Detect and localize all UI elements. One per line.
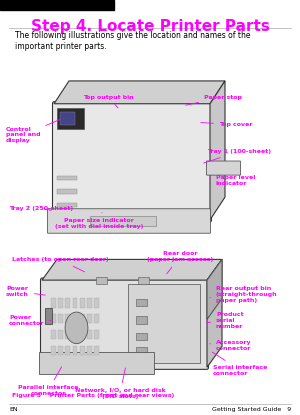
FancyBboxPatch shape (206, 161, 241, 175)
Text: Accessory
connector: Accessory connector (210, 340, 252, 351)
Bar (65, 330, 70, 339)
Bar (60, 112, 75, 124)
Polygon shape (207, 259, 222, 367)
FancyBboxPatch shape (52, 102, 212, 222)
Bar (80, 346, 85, 355)
Bar (57, 189, 76, 194)
Bar (136, 316, 148, 324)
Bar (80, 298, 85, 308)
Bar (87, 330, 92, 339)
Circle shape (65, 312, 88, 344)
Bar (128, 284, 200, 363)
Text: Product
serial
number: Product serial number (207, 312, 244, 329)
Text: Paper level
indicator: Paper level indicator (210, 175, 255, 186)
Bar (58, 346, 63, 355)
Bar (51, 346, 56, 355)
Bar (58, 330, 63, 339)
Bar (94, 330, 99, 339)
Bar (80, 314, 85, 323)
Bar (57, 176, 76, 180)
Bar (73, 346, 77, 355)
Bar (51, 330, 56, 339)
Text: Getting Started Guide   9: Getting Started Guide 9 (212, 407, 291, 412)
Text: Top cover: Top cover (201, 122, 253, 127)
Bar (58, 314, 63, 323)
Text: Network, I/O, or hard disk
(EIO slots): Network, I/O, or hard disk (EIO slots) (75, 368, 165, 399)
Bar (0, 0, 114, 10)
Bar (51, 314, 56, 323)
Bar (57, 108, 84, 129)
Bar (87, 346, 92, 355)
Bar (96, 277, 106, 284)
Text: Paper stop: Paper stop (186, 95, 242, 105)
Bar (57, 203, 76, 208)
Text: Tray 2 (250-sheet): Tray 2 (250-sheet) (9, 206, 73, 211)
Bar (136, 347, 148, 357)
Bar (58, 298, 63, 308)
Text: Parallel interface
connector: Parallel interface connector (18, 367, 78, 396)
Bar (45, 308, 52, 324)
Text: Top output bin: Top output bin (82, 95, 134, 108)
Text: Tray 1 (100-sheet): Tray 1 (100-sheet) (204, 149, 271, 163)
Bar (73, 298, 77, 308)
Bar (87, 314, 92, 323)
Text: Step 4. Locate Printer Parts: Step 4. Locate Printer Parts (31, 19, 269, 34)
Polygon shape (210, 81, 225, 220)
Bar (94, 346, 99, 355)
Bar (65, 314, 70, 323)
Bar (73, 314, 77, 323)
Text: EN: EN (9, 407, 18, 412)
Text: Serial interface
connector: Serial interface connector (212, 352, 267, 376)
Text: Rear door
(paper jam access): Rear door (paper jam access) (147, 251, 213, 274)
Polygon shape (207, 259, 222, 320)
Bar (65, 298, 70, 308)
Polygon shape (39, 352, 154, 374)
Bar (90, 216, 156, 226)
Bar (87, 298, 92, 308)
Text: Control
panel and
display: Control panel and display (6, 120, 60, 143)
Text: The following illustrations give the location and names of the
important printer: The following illustrations give the loc… (15, 31, 250, 51)
Bar (136, 299, 148, 306)
Text: Figure 5    Printer Parts (front and rear views): Figure 5 Printer Parts (front and rear v… (12, 393, 174, 398)
FancyBboxPatch shape (47, 209, 211, 233)
Bar (94, 314, 99, 323)
Bar (51, 298, 56, 308)
Bar (65, 346, 70, 355)
Text: Latches (to open rear door): Latches (to open rear door) (12, 257, 108, 272)
Text: Power
connector: Power connector (9, 315, 51, 326)
Bar (73, 330, 77, 339)
Bar (80, 330, 85, 339)
Polygon shape (54, 81, 225, 104)
Bar (138, 277, 148, 284)
FancyBboxPatch shape (40, 278, 208, 369)
Text: Rear output bin
(straight-through
paper path): Rear output bin (straight-through paper … (210, 286, 278, 303)
Text: Paper size indicator
(set with dial inside tray): Paper size indicator (set with dial insi… (55, 212, 143, 229)
Text: Power
switch: Power switch (6, 286, 45, 297)
Polygon shape (42, 259, 222, 280)
Bar (136, 333, 148, 340)
Bar (94, 298, 99, 308)
